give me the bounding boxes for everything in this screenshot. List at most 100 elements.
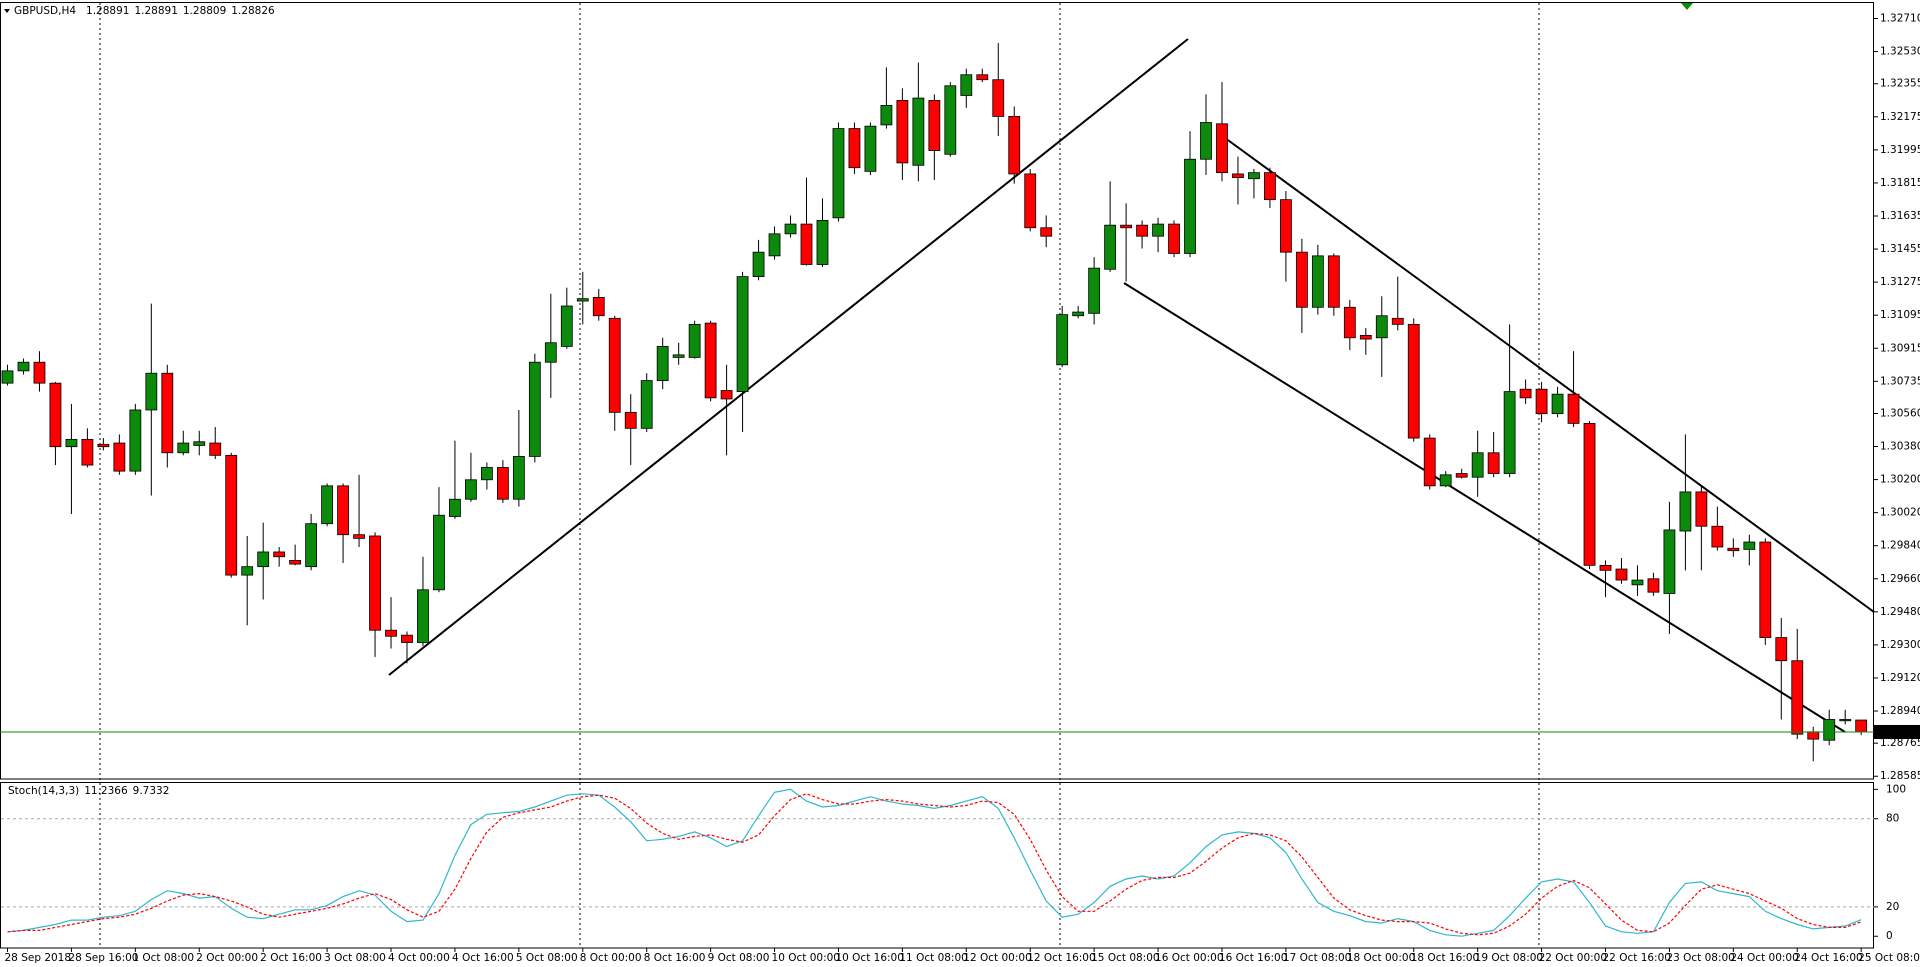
y-tick-label: 1.28765: [1880, 737, 1920, 749]
candle-body: [17, 361, 30, 372]
x-tick-label: 1 Oct 08:00: [132, 952, 194, 964]
y-tick-label: 1.29480: [1880, 606, 1920, 618]
candle-body: [1807, 731, 1820, 740]
x-tick-label: 12 Oct 16:00: [1027, 952, 1095, 964]
y-tick-label: 1.31995: [1880, 144, 1920, 156]
candle-body: [1200, 122, 1212, 160]
y-tick-label: 1.29660: [1880, 573, 1920, 585]
candle-body: [1647, 578, 1660, 593]
candle-body: [1120, 224, 1132, 229]
candle-body: [49, 382, 62, 448]
candle-body: [640, 380, 653, 429]
candle-body: [385, 629, 397, 637]
x-tick-label: 4 Oct 16:00: [452, 952, 514, 964]
y-tick-label: 1.31275: [1880, 276, 1920, 288]
y-tick-label: 1.31455: [1880, 243, 1920, 255]
candle-body: [592, 296, 605, 317]
candle-body: [1264, 172, 1276, 201]
y-tick-label: 1.31635: [1880, 210, 1920, 222]
marker-triangle: [1681, 3, 1693, 10]
candle-body: [1695, 491, 1708, 527]
candle-body: [225, 454, 238, 576]
trend-line: [388, 38, 1189, 676]
candle-body: [672, 354, 685, 358]
candle-body: [608, 317, 621, 413]
candle-body: [1503, 391, 1516, 474]
candle-body: [704, 322, 717, 399]
indicator-value: 11.2366: [84, 785, 128, 797]
candle-body: [1280, 199, 1292, 253]
candle-body: [912, 97, 925, 166]
y-tick-label: 1.31095: [1880, 309, 1920, 321]
candle-body: [1391, 317, 1404, 325]
candle-body: [688, 323, 701, 358]
candle-body: [321, 485, 334, 525]
candle-body: [305, 523, 318, 568]
candle-body: [928, 100, 941, 152]
candle-body: [1839, 719, 1852, 722]
candle-body: [1583, 422, 1596, 566]
candle-body: [401, 634, 413, 643]
indicator-title: Stoch(14,3,3): [8, 785, 79, 797]
candle-body: [257, 551, 270, 568]
candle-body: [1551, 393, 1564, 415]
y-tick-label: 1.29120: [1880, 672, 1920, 684]
candle-body: [1056, 314, 1069, 366]
candle-body: [1311, 255, 1324, 308]
channel-line: [1220, 134, 1875, 613]
x-tick-label: 16 Oct 16:00: [1219, 952, 1287, 964]
candle-body: [289, 560, 302, 565]
candle-body: [1152, 223, 1164, 237]
indicator-value: 9.7332: [133, 785, 170, 797]
x-tick-label: 28 Sep 16:00: [68, 952, 138, 964]
candle-body: [193, 441, 206, 446]
y-tick-label: 1.30380: [1880, 441, 1920, 453]
candle-body: [1232, 173, 1244, 179]
x-tick-label: 3 Oct 08:00: [324, 952, 386, 964]
candle-body: [1088, 267, 1101, 314]
candle-body: [752, 251, 765, 278]
ohlc-value: 1.28826: [231, 5, 275, 17]
candle-body: [1823, 719, 1836, 741]
candle-body: [1327, 255, 1340, 308]
candle-body: [1743, 541, 1756, 550]
candle-body: [1567, 393, 1580, 424]
candle-body: [768, 233, 781, 257]
candle-body: [1136, 224, 1148, 237]
candle-body: [1679, 491, 1692, 532]
candle-body: [816, 220, 829, 265]
candle-body: [81, 438, 94, 466]
candle-body: [353, 534, 365, 539]
candle-body: [113, 442, 126, 472]
candle-body: [976, 74, 989, 81]
y-tick-label: 1.32530: [1880, 46, 1920, 58]
x-tick-label: 12 Oct 00:00: [963, 952, 1031, 964]
candle-body: [65, 438, 78, 448]
candle-body: [1072, 311, 1085, 317]
y-tick-label: 1.32710: [1880, 13, 1920, 25]
y-tick-label: 1.30735: [1880, 375, 1920, 387]
y-tick-label: 80: [1886, 813, 1899, 825]
candle-body: [864, 125, 877, 172]
candle-body: [1024, 173, 1037, 229]
x-tick-label: 15 Oct 08:00: [1091, 952, 1159, 964]
plot-layer: 1.32710 1.32530 1.32355 1.32175 1.31995 1.318…: [0, 5, 1920, 964]
candle-body: [145, 372, 158, 411]
x-tick-label: 8 Oct 16:00: [644, 952, 706, 964]
candle-body: [1711, 525, 1724, 548]
candle-body: [480, 467, 493, 481]
candle-body: [1759, 541, 1772, 638]
x-tick-label: 18 Oct 16:00: [1411, 952, 1479, 964]
candle-body: [896, 100, 909, 164]
x-tick-label: 10 Oct 00:00: [772, 952, 840, 964]
y-tick-label: 1.29300: [1880, 639, 1920, 651]
candle-body: [848, 128, 861, 169]
y-tick-label: 1.28585: [1880, 770, 1920, 782]
candle-body: [433, 514, 445, 591]
candle-body: [800, 223, 813, 265]
candle-body: [576, 298, 589, 302]
candle-body: [720, 390, 733, 400]
candle-body: [177, 442, 190, 454]
ohlc-value: 1.28891: [134, 5, 177, 17]
x-tick-label: 9 Oct 08:00: [708, 952, 770, 964]
